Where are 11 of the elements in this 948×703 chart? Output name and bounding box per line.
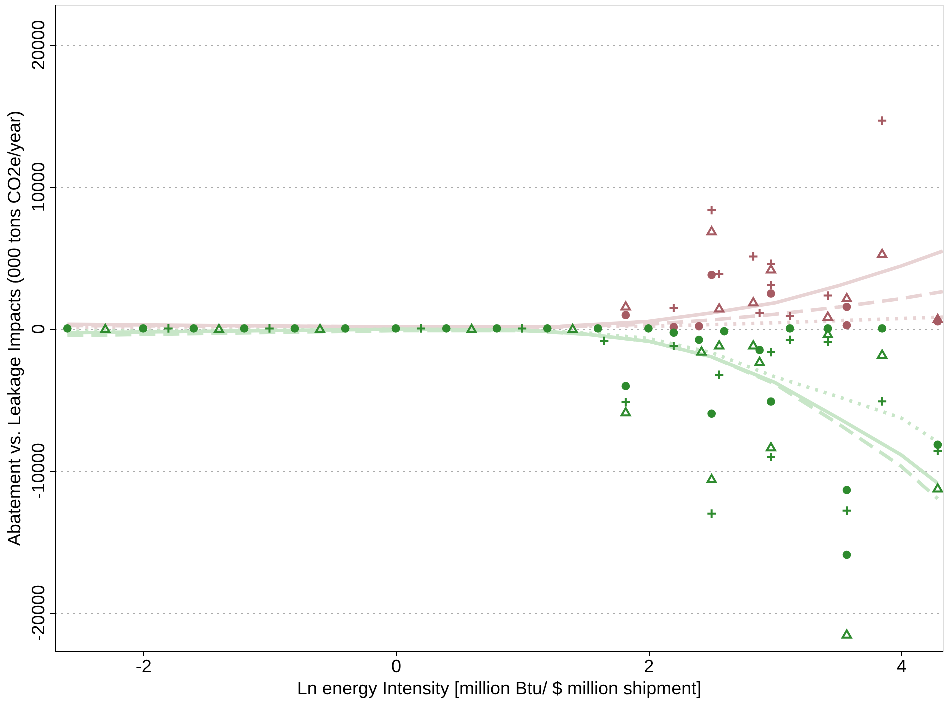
x-axis-title: Ln energy Intensity [million Btu/ $ million shipment] <box>297 678 702 698</box>
y-axis-title: Abatement vs. Leakage Impacts (000 tons CO2e/year) <box>4 110 24 546</box>
y-tick-label: 10000 <box>28 162 48 212</box>
x-tick-label: 4 <box>896 656 907 676</box>
x-tick-label: 2 <box>644 656 654 676</box>
y-tick-label: 20000 <box>28 20 48 70</box>
y-tick-label: -10000 <box>28 443 48 500</box>
y-tick-label: 0 <box>28 324 48 334</box>
x-tick-label: 0 <box>392 656 402 676</box>
x-tick-label: -2 <box>136 656 152 676</box>
y-tick-label: -20000 <box>28 585 48 642</box>
